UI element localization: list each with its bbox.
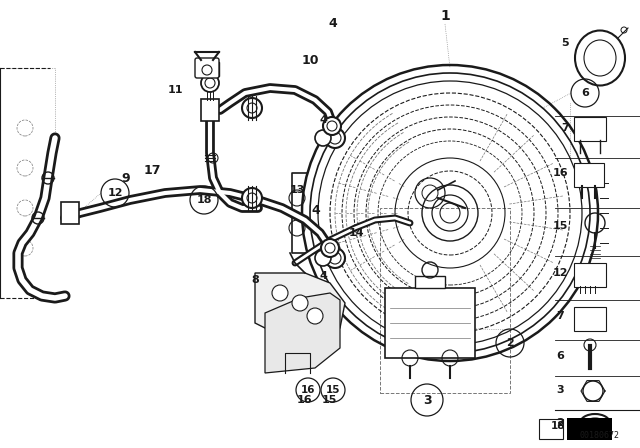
FancyBboxPatch shape	[574, 163, 604, 187]
Circle shape	[272, 285, 288, 301]
Text: 10: 10	[301, 53, 319, 66]
Circle shape	[242, 98, 262, 118]
Text: 12: 12	[552, 268, 568, 278]
Circle shape	[315, 130, 331, 146]
Circle shape	[323, 117, 341, 135]
Text: 6: 6	[581, 88, 589, 98]
Text: 14: 14	[349, 228, 365, 238]
Text: 15: 15	[326, 385, 340, 395]
Text: 4: 4	[319, 271, 327, 281]
Text: 2: 2	[556, 418, 564, 428]
Bar	[567, 418, 612, 440]
Circle shape	[321, 239, 339, 257]
FancyBboxPatch shape	[201, 62, 219, 76]
Text: 4: 4	[319, 115, 327, 125]
Circle shape	[292, 295, 308, 311]
Circle shape	[201, 74, 219, 92]
Text: 7: 7	[556, 311, 564, 321]
Text: 8: 8	[251, 275, 259, 285]
Text: 12: 12	[108, 188, 123, 198]
Text: 13: 13	[289, 185, 305, 195]
Text: 11: 11	[167, 85, 183, 95]
Text: 3: 3	[422, 393, 431, 406]
Circle shape	[242, 188, 262, 208]
FancyBboxPatch shape	[574, 307, 606, 331]
Text: 1: 1	[440, 9, 450, 23]
Polygon shape	[265, 293, 340, 373]
Bar	[380, 208, 510, 393]
Bar	[385, 288, 475, 358]
Text: 5: 5	[561, 38, 569, 48]
Text: 16: 16	[297, 395, 313, 405]
Text: 17: 17	[143, 164, 161, 177]
FancyBboxPatch shape	[574, 117, 606, 141]
Circle shape	[315, 250, 331, 266]
Text: 18: 18	[196, 195, 212, 205]
Circle shape	[307, 308, 323, 324]
Bar	[415, 276, 445, 288]
Text: 3: 3	[556, 385, 564, 395]
Text: 16: 16	[301, 385, 316, 395]
Polygon shape	[255, 273, 345, 336]
FancyBboxPatch shape	[195, 58, 219, 78]
Text: 9: 9	[122, 172, 131, 185]
FancyBboxPatch shape	[61, 202, 79, 224]
Circle shape	[325, 128, 345, 148]
Text: 4: 4	[328, 17, 337, 30]
Text: 7: 7	[561, 123, 569, 133]
Text: 4: 4	[312, 203, 321, 216]
FancyBboxPatch shape	[201, 99, 219, 121]
FancyBboxPatch shape	[574, 263, 606, 287]
Circle shape	[325, 248, 345, 268]
Text: 2: 2	[506, 338, 514, 348]
FancyBboxPatch shape	[539, 419, 563, 439]
Text: 16: 16	[552, 168, 568, 178]
Text: 15: 15	[321, 395, 337, 405]
Text: 15: 15	[552, 221, 568, 231]
Text: 00180672: 00180672	[580, 431, 620, 440]
Text: 6: 6	[556, 351, 564, 361]
Text: 18: 18	[551, 421, 565, 431]
